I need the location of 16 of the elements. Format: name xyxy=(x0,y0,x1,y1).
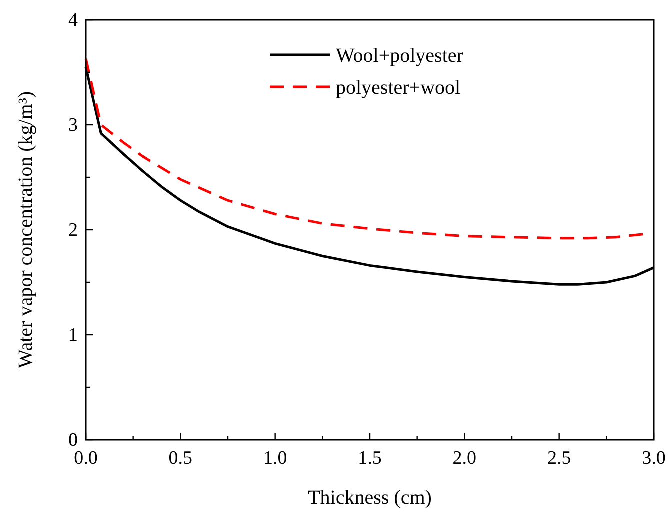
legend-label: Wool+polyester xyxy=(336,45,464,67)
x-axis-title: Thickness (cm) xyxy=(308,487,432,509)
x-tick-label: 0.5 xyxy=(168,448,193,469)
y-tick-label: 2 xyxy=(68,220,78,241)
y-tick-label: 1 xyxy=(68,325,78,346)
x-tick-label: 1.5 xyxy=(358,448,382,469)
x-tick-label: 2.0 xyxy=(452,448,477,469)
y-tick-label: 4 xyxy=(68,10,78,31)
x-tick-label: 1.0 xyxy=(263,448,288,469)
x-tick-label: 3.0 xyxy=(642,448,666,469)
x-tick-label: 0.0 xyxy=(74,448,98,469)
y-axis-title: Water vapor concentration (kg/m³) xyxy=(15,91,37,369)
y-tick-label: 0 xyxy=(68,430,78,451)
y-tick-label: 3 xyxy=(68,115,78,136)
legend-label: polyester+wool xyxy=(336,77,462,99)
x-tick-label: 2.5 xyxy=(547,448,572,469)
